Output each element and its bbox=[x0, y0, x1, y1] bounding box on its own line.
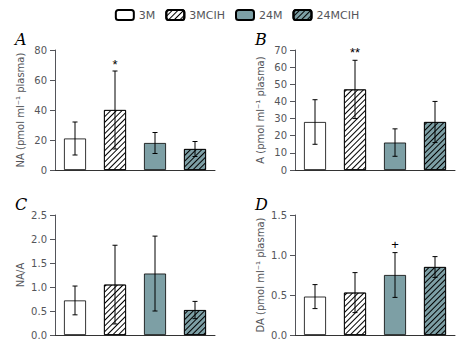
svg-text:0: 0 bbox=[41, 165, 47, 176]
svg-text:80: 80 bbox=[34, 45, 47, 56]
svg-text:+: + bbox=[391, 237, 399, 252]
svg-text:2.0: 2.0 bbox=[31, 234, 47, 245]
svg-text:0.0: 0.0 bbox=[31, 330, 47, 341]
svg-text:60: 60 bbox=[34, 75, 47, 86]
svg-text:0.5: 0.5 bbox=[271, 290, 287, 301]
svg-text:**: ** bbox=[350, 45, 360, 60]
svg-text:1.5: 1.5 bbox=[271, 210, 287, 221]
svg-text:3MCIH: 3MCIH bbox=[189, 9, 225, 22]
svg-text:1.5: 1.5 bbox=[31, 258, 47, 269]
svg-text:NA (pmol ml⁻¹ plasma): NA (pmol ml⁻¹ plasma) bbox=[15, 53, 26, 168]
svg-text:30: 30 bbox=[274, 113, 287, 124]
svg-text:20: 20 bbox=[274, 130, 287, 141]
svg-text:2.5: 2.5 bbox=[31, 210, 47, 221]
svg-text:1.0: 1.0 bbox=[271, 250, 287, 261]
svg-text:0: 0 bbox=[281, 165, 287, 176]
svg-text:60: 60 bbox=[274, 62, 287, 73]
svg-text:A: A bbox=[13, 30, 27, 49]
svg-text:24MCIH: 24MCIH bbox=[316, 9, 359, 22]
svg-text:A (pmol ml⁻¹ plasma): A (pmol ml⁻¹ plasma) bbox=[255, 56, 266, 163]
svg-text:*: * bbox=[112, 57, 117, 72]
svg-text:40: 40 bbox=[34, 105, 47, 116]
svg-text:0.0: 0.0 bbox=[271, 330, 287, 341]
svg-text:0.5: 0.5 bbox=[31, 306, 47, 317]
svg-text:50: 50 bbox=[274, 79, 287, 90]
svg-text:1.0: 1.0 bbox=[31, 282, 47, 293]
svg-text:C: C bbox=[15, 195, 27, 214]
svg-text:10: 10 bbox=[274, 147, 287, 158]
svg-text:24M: 24M bbox=[259, 9, 283, 22]
svg-text:B: B bbox=[254, 30, 267, 49]
svg-text:NA/A: NA/A bbox=[15, 263, 26, 288]
svg-text:3M: 3M bbox=[139, 9, 156, 22]
svg-text:40: 40 bbox=[274, 96, 287, 107]
svg-text:DA (pmol ml⁻¹ plasma): DA (pmol ml⁻¹ plasma) bbox=[255, 217, 266, 332]
svg-text:20: 20 bbox=[34, 135, 47, 146]
svg-text:D: D bbox=[254, 195, 268, 214]
svg-text:70: 70 bbox=[274, 45, 287, 56]
